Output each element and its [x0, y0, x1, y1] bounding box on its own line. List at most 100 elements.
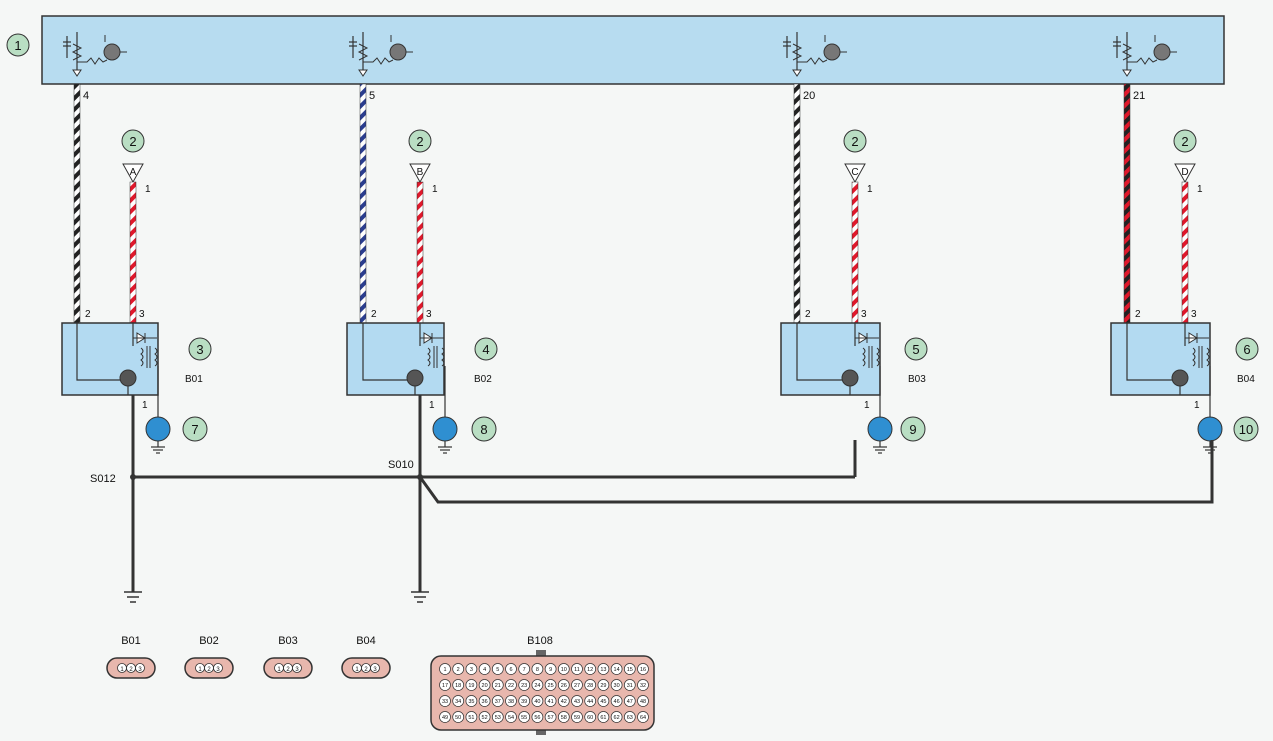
ignition-module-box — [780, 322, 881, 396]
ecu-output-wire — [793, 83, 801, 324]
ecu-connector-pin-number: 37 — [495, 699, 501, 705]
ecu-connector-pin — [571, 679, 583, 691]
ecu-connector-pin — [584, 711, 597, 723]
ecu-connector-pin — [518, 711, 531, 723]
driver-transistor-icon — [823, 43, 841, 61]
ecu-connector-pin-number: 46 — [614, 699, 620, 705]
svg-text:1: 1 — [14, 38, 21, 53]
ecu-connector-pin — [465, 695, 478, 707]
ecu-connector-pin-number: 1 — [443, 667, 446, 673]
ecu-connector-pin-number: 29 — [600, 683, 606, 689]
ignition-module-box — [1110, 322, 1211, 396]
ecu-connector-pin-number: 64 — [640, 715, 646, 721]
splice-dot-left — [130, 474, 136, 480]
callout-supply — [408, 129, 432, 153]
ecu-connector-pin — [544, 711, 557, 723]
ecu-pin-label: 5 — [369, 90, 375, 102]
ecu-connector-pin — [452, 663, 465, 675]
spark-plug-icon — [867, 416, 893, 442]
ecu-connector-pin-number: 56 — [534, 715, 540, 721]
module-pin-supply: 3 — [139, 309, 145, 320]
ecu-connector-pin — [452, 695, 465, 707]
ecu-connector-pin — [610, 711, 623, 723]
ecu-connector-pin-number: 44 — [587, 699, 593, 705]
ecu-connector-pin — [505, 679, 517, 691]
connector-pin-number: 2 — [129, 667, 133, 673]
callout-module — [1235, 337, 1259, 361]
module-pin-output: 1 — [1194, 400, 1200, 411]
ecu-connector-pin — [584, 663, 597, 675]
connector-pin-number: 3 — [295, 667, 299, 673]
ecu-connector-pin — [584, 695, 597, 707]
ecu-connector-pin — [557, 695, 570, 707]
callout-module-number: 3 — [196, 342, 203, 357]
callout-plug-number: 9 — [909, 422, 916, 437]
ecu-connector-pin-number: 36 — [482, 699, 488, 705]
callout-module-number: 4 — [482, 342, 489, 357]
driver-base-resistor — [1127, 57, 1158, 65]
ecu-connector-pin — [478, 695, 491, 707]
module-pin-output: 1 — [864, 400, 870, 411]
driver-resistor — [1121, 43, 1133, 61]
ecu-connector-pin — [505, 711, 517, 723]
ecu-connector-pin — [637, 663, 649, 675]
ecu-connector-pin-number: 48 — [640, 699, 646, 705]
module-connector: B02 1 2 3 — [184, 635, 234, 679]
callout-supply — [1173, 129, 1197, 153]
module-pin-control: 2 — [805, 309, 811, 320]
module-control-line — [76, 323, 123, 381]
ecu-connector-pin — [531, 679, 544, 691]
module-connector: B04 1 2 3 — [341, 635, 391, 679]
driver-resistor — [791, 43, 803, 61]
connector-pin-number: 1 — [198, 667, 202, 673]
ecu-connector-pin-number: 10 — [561, 667, 567, 673]
callout-plug-number: 7 — [191, 422, 198, 437]
ecu-connector-pin-number: 60 — [587, 715, 593, 721]
ecu-connector-pin-number: 11 — [574, 667, 580, 673]
module-connector-label: B03 — [278, 635, 298, 647]
module-connector: B01 1 2 3 — [106, 635, 156, 679]
ecu-connector-pin-number: 58 — [561, 715, 567, 721]
ecu-connector-pin-number: 41 — [548, 699, 554, 705]
ecu-connector-pin — [571, 695, 583, 707]
supply-pin-label: 1 — [1197, 184, 1203, 195]
ecu-connector-pin — [505, 695, 517, 707]
ecu-connector-pin-number: 33 — [442, 699, 448, 705]
ecu-connector-pin — [452, 711, 465, 723]
ecu-connector-pin-number: 63 — [627, 715, 633, 721]
ecu-connector-pin — [637, 679, 649, 691]
ecu-connector-pin — [557, 711, 570, 723]
connector-pin-number: 1 — [120, 667, 124, 673]
callout-plug — [182, 416, 208, 442]
connector-pin-number: 3 — [373, 667, 377, 673]
ecu-connector-pin-number: 35 — [468, 699, 474, 705]
ecu-block — [41, 15, 1225, 85]
ecu-connector-pin-number: 28 — [587, 683, 593, 689]
supply-terminal-label: B — [417, 167, 424, 178]
module-secondary-coil-icon — [876, 347, 880, 367]
module-primary-coil-icon — [862, 347, 866, 367]
ground-bus: S012 S010 — [90, 395, 1214, 603]
module-code-label: B01 — [185, 374, 203, 385]
spark-plug-icon — [1197, 416, 1223, 442]
ecu-connector-pin-number: 38 — [508, 699, 514, 705]
callout-supply — [843, 129, 867, 153]
ecu-connector-pin-number: 21 — [495, 683, 501, 689]
ecu-connector-pin — [637, 711, 649, 723]
supply-terminal-icon — [122, 163, 144, 184]
supply-pin-label: 1 — [432, 184, 438, 195]
ecu-connector-pin-number: 20 — [482, 683, 488, 689]
callout-supply-number: 2 — [851, 134, 858, 149]
callout-module-number: 5 — [912, 342, 919, 357]
ground-symbol-right — [411, 591, 429, 603]
ecu-connector-pin-number: 9 — [549, 667, 552, 673]
ecu-connector-pin-number: 16 — [640, 667, 646, 673]
ecu-connector-pin-number: 51 — [468, 715, 474, 721]
callout-plug — [471, 416, 497, 442]
ecu-connector-pin-number: 15 — [627, 667, 633, 673]
callout-supply — [121, 129, 145, 153]
ecu-connector-pin-number: 59 — [574, 715, 580, 721]
connector-pin — [292, 663, 302, 673]
